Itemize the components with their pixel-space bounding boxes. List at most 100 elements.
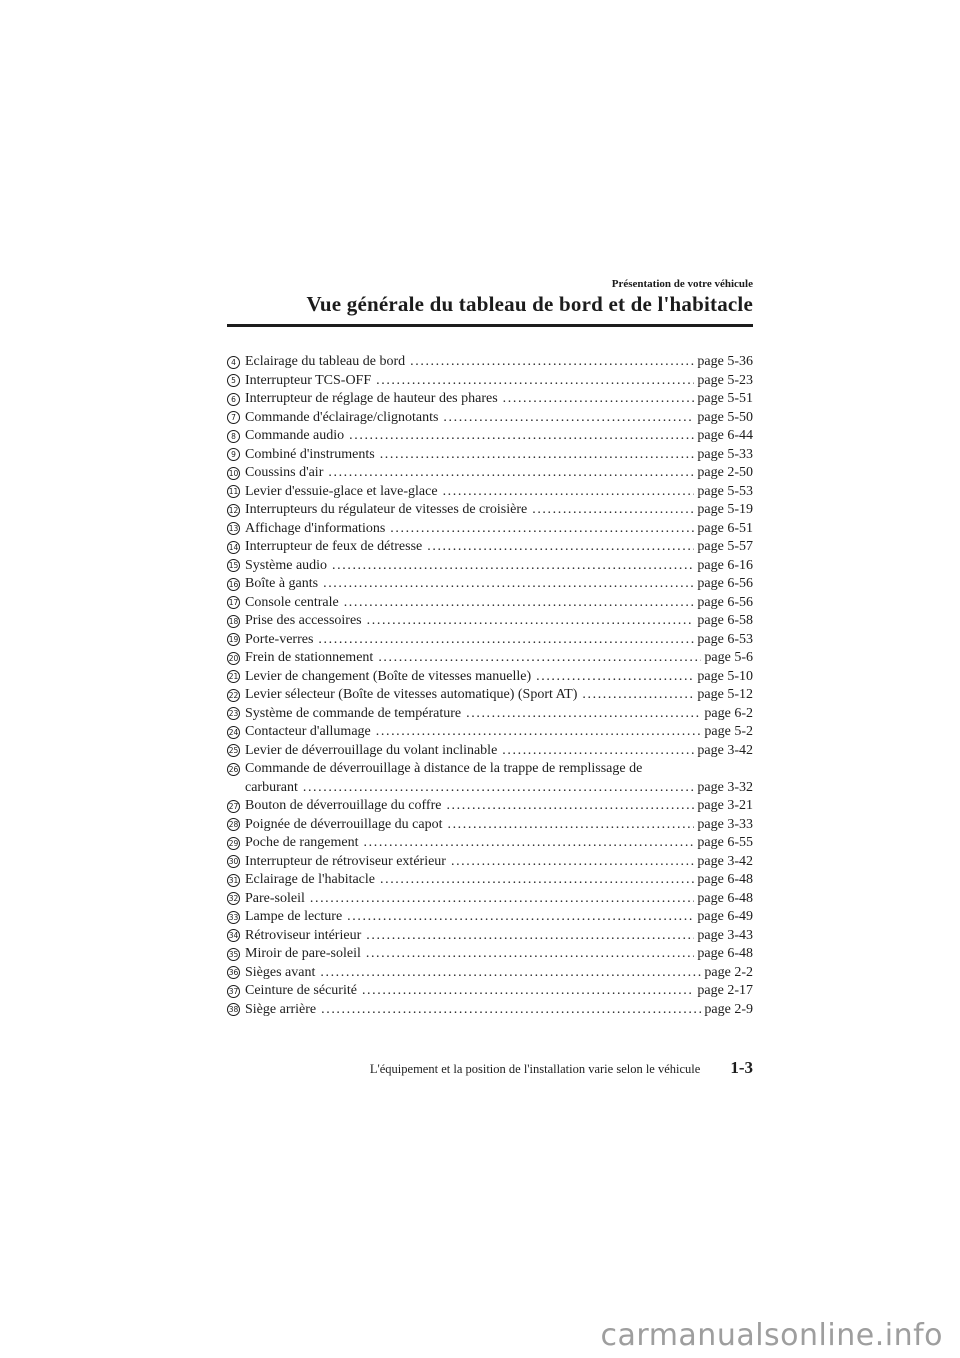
item-label: Coussins d'air [245, 465, 324, 481]
item-number-badge: 11 [227, 485, 240, 499]
item-number-badge: 32 [227, 892, 240, 906]
item-label: Eclairage du tableau de bord [245, 354, 406, 370]
item-label: Interrupteur de réglage de hauteur des p… [245, 391, 498, 407]
item-number-badge: 6 [227, 392, 240, 406]
item-number-badge: 19 [227, 633, 240, 647]
page-reference: page 6-49 [697, 909, 753, 925]
item-label: Rétroviseur intérieur [245, 927, 362, 943]
item-label: Bouton de déverrouillage du coffre [245, 798, 442, 814]
item-number-badge: 20 [227, 651, 240, 665]
item-label: Affichage d'informations [245, 520, 386, 536]
item-number-badge: 34 [227, 929, 240, 943]
item-label: Prise des accessoires [245, 613, 362, 629]
dot-leader [443, 410, 694, 426]
toc-row: 11 Levier d'essuie-glace et lave-glace p… [227, 483, 753, 502]
dot-leader [344, 595, 695, 611]
page-reference: page 6-2 [704, 705, 753, 721]
dot-leader [366, 928, 694, 944]
toc-row: 30 Interrupteur de rétroviseur extérieur… [227, 853, 753, 872]
dot-leader [443, 484, 695, 500]
page-reference: page 5-12 [697, 687, 753, 703]
dot-leader [366, 946, 695, 962]
content-column: Présentation de votre véhicule Vue génér… [227, 278, 753, 1019]
page-reference: page 3-33 [697, 816, 753, 832]
dot-leader [536, 669, 694, 685]
page-reference: page 6-48 [697, 872, 753, 888]
toc-row: 24 Contacteur d'allumage page 5-2 [227, 723, 753, 742]
item-label: Commande audio [245, 428, 345, 444]
toc-list: 4 Eclairage du tableau de bord page 5-36… [227, 353, 753, 1019]
dot-leader [332, 558, 694, 574]
item-number-badge: 8 [227, 429, 240, 443]
page-reference: page 5-36 [697, 354, 753, 370]
toc-row: carburant page 3-32 [227, 779, 753, 798]
toc-row: 6 Interrupteur de réglage de hauteur des… [227, 390, 753, 409]
item-label: Pare-soleil [245, 890, 305, 906]
toc-row: 4 Eclairage du tableau de bord page 5-36 [227, 353, 753, 372]
page-reference: page 6-56 [697, 594, 753, 610]
page-reference: page 3-43 [697, 927, 753, 943]
toc-row: 23 Système de commande de température pa… [227, 705, 753, 724]
item-number-badge: 18 [227, 614, 240, 628]
item-label: Levier d'essuie-glace et lave-glace [245, 483, 438, 499]
item-label: Combiné d'instruments [245, 446, 375, 462]
toc-row: 13 Affichage d'informations page 6-51 [227, 520, 753, 539]
page-reference: page 5-33 [697, 446, 753, 462]
item-label: Lampe de lecture [245, 909, 343, 925]
item-number-badge: 26 [227, 762, 240, 776]
toc-row: 17 Console centrale page 6-56 [227, 594, 753, 613]
item-label: Console centrale [245, 594, 339, 610]
item-number-badge: 5 [227, 374, 240, 388]
item-number-badge: 17 [227, 596, 240, 610]
item-label: carburant [245, 779, 298, 795]
page-reference: page 5-10 [697, 668, 753, 684]
toc-row: 32 Pare-soleil page 6-48 [227, 890, 753, 909]
item-number-badge: 9 [227, 448, 240, 462]
dot-leader [318, 632, 694, 648]
page-reference: page 3-42 [697, 742, 753, 758]
dot-leader [328, 465, 694, 481]
toc-row: 35 Miroir de pare-soleil page 6-48 [227, 945, 753, 964]
toc-row: 8 Commande audio page 6-44 [227, 427, 753, 446]
footer-note: L'équipement et la position de l'install… [369, 1062, 701, 1076]
dot-leader [321, 1002, 701, 1018]
page-reference: page 6-16 [697, 557, 753, 573]
toc-row: 16 Boîte à gants page 6-56 [227, 575, 753, 594]
toc-row: 15 Système audio page 6-16 [227, 557, 753, 576]
page-reference: page 5-23 [697, 372, 753, 388]
page-reference: page 5-51 [697, 391, 753, 407]
toc-row: 38 Siège arrière page 2-9 [227, 1001, 753, 1020]
toc-row: 19 Porte-verres page 6-53 [227, 631, 753, 650]
item-number-badge: 13 [227, 522, 240, 536]
site-watermark: carmanualsonline.info [600, 1318, 943, 1353]
dot-leader [503, 391, 695, 407]
page-reference: page 3-21 [697, 798, 753, 814]
dot-leader [376, 724, 702, 740]
toc-row: 25 Levier de déverrouillage du volant in… [227, 742, 753, 761]
dot-leader [323, 576, 694, 592]
dot-leader [320, 965, 701, 981]
toc-row: 18 Prise des accessoires page 6-58 [227, 612, 753, 631]
item-number-badge: 37 [227, 984, 240, 998]
item-label: Levier sélecteur (Boîte de vitesses auto… [245, 687, 578, 703]
item-label: Siège arrière [245, 1001, 317, 1017]
page-reference: page 6-55 [697, 835, 753, 851]
dot-leader [532, 502, 694, 518]
toc-row: 29 Poche de rangement page 6-55 [227, 834, 753, 853]
item-number-badge: 22 [227, 688, 240, 702]
toc-row: 20 Frein de stationnement page 5-6 [227, 649, 753, 668]
page-reference: page 6-58 [697, 613, 753, 629]
toc-row: 14 Interrupteur de feux de détresse page… [227, 538, 753, 557]
dot-leader [364, 835, 695, 851]
toc-row: 21 Levier de changement (Boîte de vitess… [227, 668, 753, 687]
item-number-badge: 23 [227, 707, 240, 721]
item-number-badge: 28 [227, 818, 240, 832]
dot-leader [582, 687, 694, 703]
item-label: Contacteur d'allumage [245, 724, 371, 740]
toc-row: 26 Commande de déverrouillage à distance… [227, 760, 753, 779]
page-reference: page 5-6 [704, 650, 753, 666]
item-number-badge: 7 [227, 411, 240, 425]
toc-row: 33 Lampe de lecture page 6-49 [227, 908, 753, 927]
item-number-badge: 36 [227, 966, 240, 980]
item-number-badge: 35 [227, 947, 240, 961]
